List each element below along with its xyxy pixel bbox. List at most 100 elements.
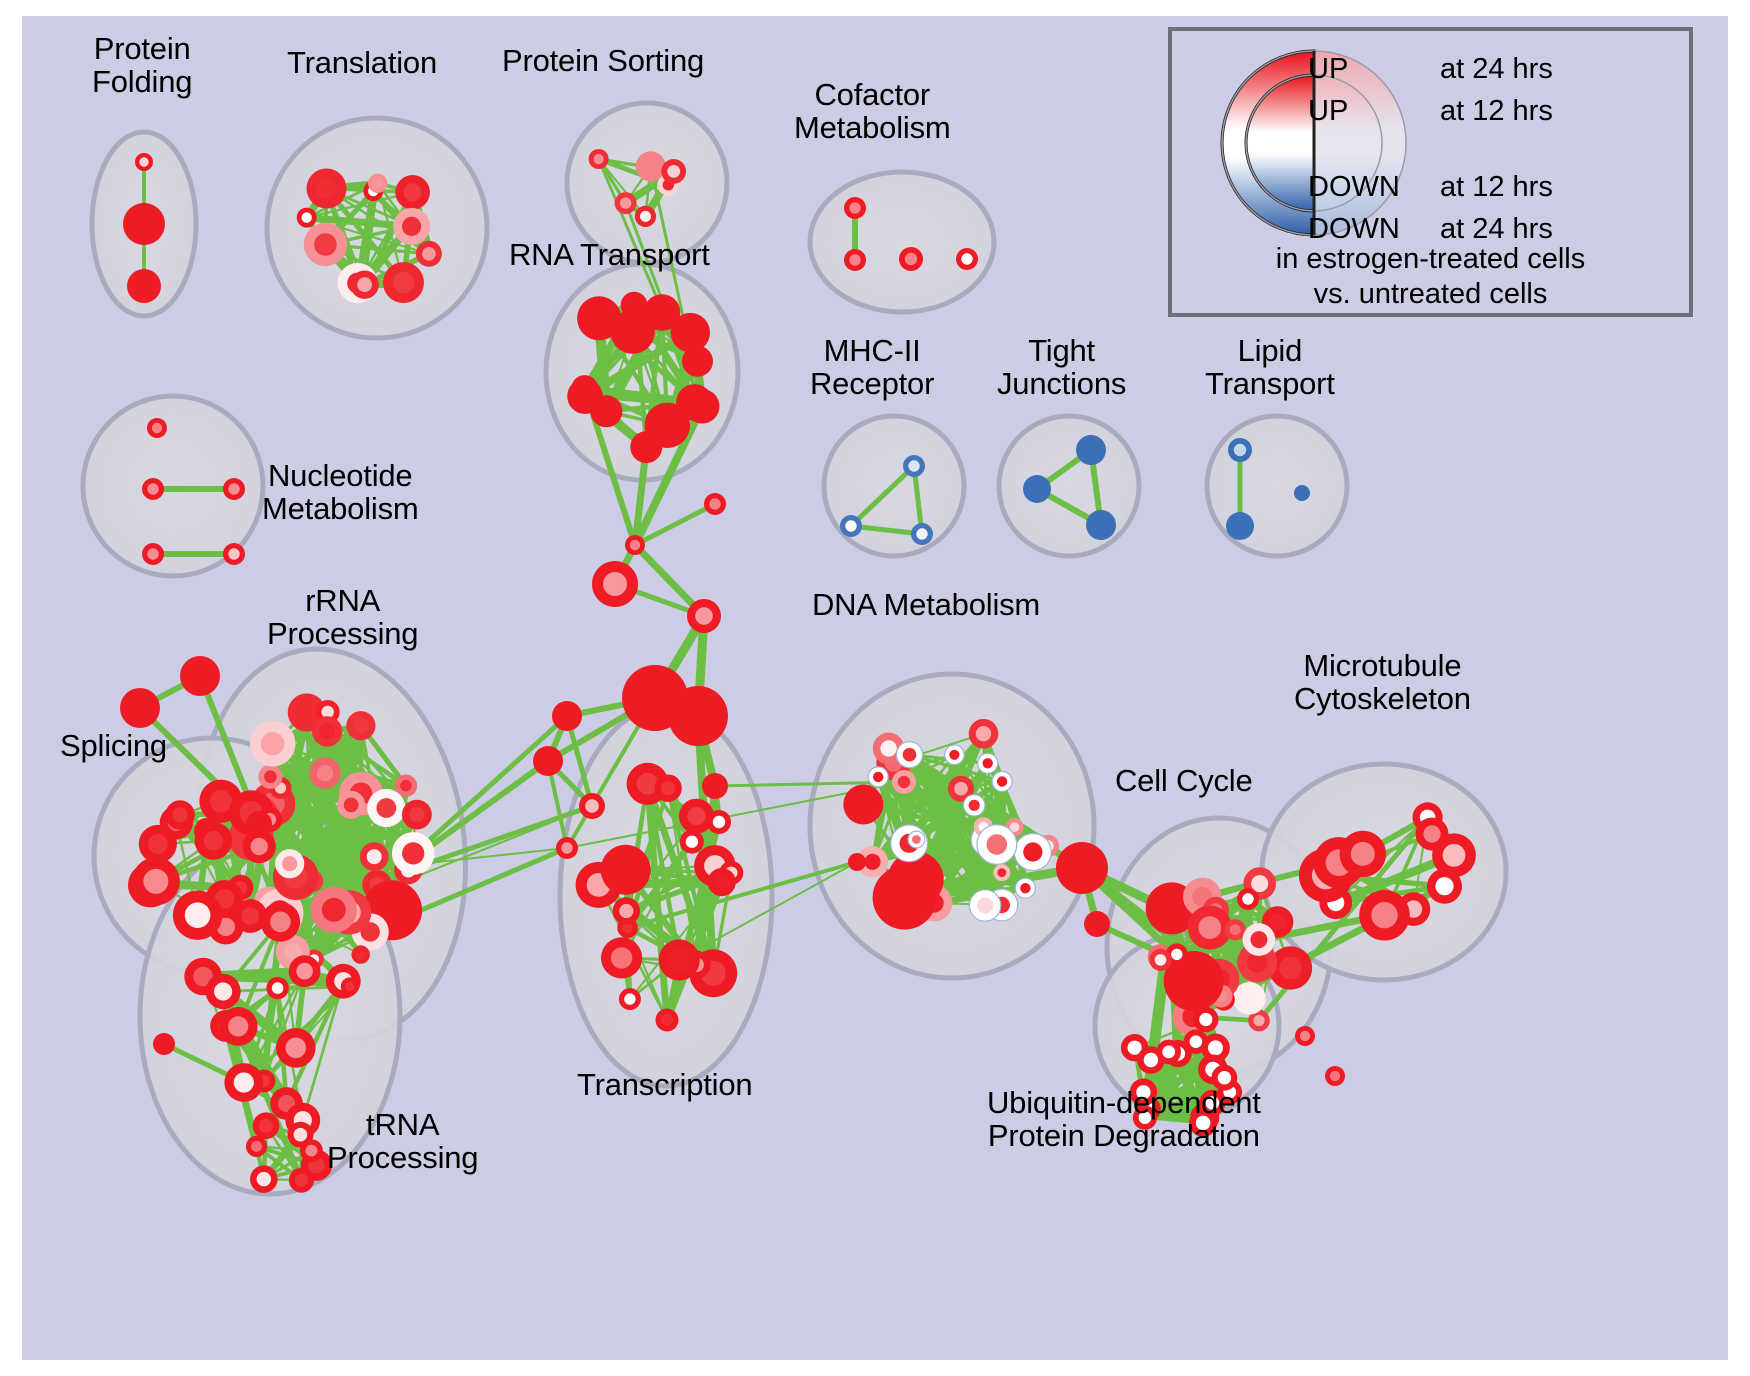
network-node[interactable] xyxy=(351,945,370,964)
network-node[interactable] xyxy=(867,766,889,788)
network-node[interactable] xyxy=(359,842,389,872)
network-node[interactable] xyxy=(300,1139,323,1162)
network-node[interactable] xyxy=(630,431,663,464)
network-node[interactable] xyxy=(1211,1064,1238,1091)
network-node[interactable] xyxy=(135,153,153,171)
network-node[interactable] xyxy=(1201,1033,1230,1063)
network-node[interactable] xyxy=(600,844,651,895)
network-node[interactable] xyxy=(956,248,978,270)
network-node[interactable] xyxy=(194,821,233,860)
network-node[interactable] xyxy=(968,718,999,749)
network-node[interactable] xyxy=(1237,888,1259,910)
network-node[interactable] xyxy=(266,976,289,1000)
network-node[interactable] xyxy=(1076,435,1106,465)
network-node[interactable] xyxy=(844,197,866,219)
network-node[interactable] xyxy=(976,823,1018,865)
network-node[interactable] xyxy=(1224,919,1246,941)
network-node[interactable] xyxy=(687,599,721,633)
network-node[interactable] xyxy=(288,1167,314,1193)
network-node[interactable] xyxy=(249,720,296,767)
network-node[interactable] xyxy=(394,774,418,797)
network-node[interactable] xyxy=(142,543,164,565)
network-node[interactable] xyxy=(634,205,657,227)
network-node[interactable] xyxy=(395,175,430,210)
network-node[interactable] xyxy=(556,837,578,859)
network-node[interactable] xyxy=(218,1007,258,1046)
network-node[interactable] xyxy=(1193,1006,1219,1033)
network-node[interactable] xyxy=(1268,946,1313,990)
network-node[interactable] xyxy=(245,1135,268,1157)
network-node[interactable] xyxy=(679,798,714,834)
network-node[interactable] xyxy=(571,375,599,402)
network-node[interactable] xyxy=(993,864,1011,882)
network-node[interactable] xyxy=(1242,923,1276,956)
network-node[interactable] xyxy=(260,902,301,942)
network-node[interactable] xyxy=(552,701,582,731)
network-node[interactable] xyxy=(895,741,924,769)
network-node[interactable] xyxy=(907,830,926,849)
network-node[interactable] xyxy=(655,1008,679,1032)
network-node[interactable] xyxy=(944,744,965,766)
network-node[interactable] xyxy=(120,688,160,728)
network-node[interactable] xyxy=(643,294,681,331)
network-node[interactable] xyxy=(1149,948,1172,972)
network-node[interactable] xyxy=(892,770,916,794)
network-node[interactable] xyxy=(977,752,999,774)
network-node[interactable] xyxy=(682,345,713,377)
network-node[interactable] xyxy=(635,151,666,182)
network-node[interactable] xyxy=(661,159,687,184)
network-node[interactable] xyxy=(223,543,245,565)
network-node[interactable] xyxy=(911,523,933,545)
network-node[interactable] xyxy=(1013,832,1052,872)
network-node[interactable] xyxy=(670,312,710,353)
network-node[interactable] xyxy=(592,561,638,607)
network-node[interactable] xyxy=(402,799,432,830)
network-node[interactable] xyxy=(1248,1009,1270,1032)
network-node[interactable] xyxy=(601,937,643,979)
network-node[interactable] xyxy=(887,851,944,908)
network-node[interactable] xyxy=(276,1028,316,1068)
network-node[interactable] xyxy=(856,846,889,878)
network-node[interactable] xyxy=(180,656,220,696)
network-node[interactable] xyxy=(123,203,165,245)
network-node[interactable] xyxy=(1132,1105,1157,1130)
network-node[interactable] xyxy=(246,811,272,837)
network-node[interactable] xyxy=(340,977,359,996)
network-node[interactable] xyxy=(1325,1066,1345,1086)
network-node[interactable] xyxy=(224,1063,264,1102)
network-node[interactable] xyxy=(1084,911,1110,937)
network-node[interactable] xyxy=(899,247,923,271)
network-node[interactable] xyxy=(903,455,925,477)
network-node[interactable] xyxy=(131,857,180,906)
network-node[interactable] xyxy=(1056,842,1108,894)
network-node[interactable] xyxy=(1228,438,1252,462)
network-node[interactable] xyxy=(702,773,728,799)
network-node[interactable] xyxy=(1226,512,1254,540)
network-node[interactable] xyxy=(242,829,276,864)
network-node[interactable] xyxy=(968,889,1002,922)
network-node[interactable] xyxy=(172,890,223,940)
network-node[interactable] xyxy=(1427,868,1462,904)
network-node[interactable] xyxy=(707,810,731,834)
network-node[interactable] xyxy=(312,716,343,747)
network-node[interactable] xyxy=(1189,1108,1218,1137)
network-node[interactable] xyxy=(654,774,682,802)
network-node[interactable] xyxy=(250,1165,278,1193)
network-node[interactable] xyxy=(668,686,728,746)
network-node[interactable] xyxy=(1129,1078,1158,1107)
network-node[interactable] xyxy=(142,478,164,500)
network-node[interactable] xyxy=(415,240,442,267)
network-node[interactable] xyxy=(252,1112,280,1139)
network-node[interactable] xyxy=(1295,1026,1315,1046)
network-node[interactable] xyxy=(258,764,283,789)
network-node[interactable] xyxy=(288,955,321,988)
network-node[interactable] xyxy=(367,788,406,828)
network-node[interactable] xyxy=(1432,833,1476,878)
network-node[interactable] xyxy=(843,784,884,825)
network-node[interactable] xyxy=(840,515,862,537)
network-node[interactable] xyxy=(533,746,563,776)
network-node[interactable] xyxy=(991,770,1013,793)
network-node[interactable] xyxy=(306,168,347,209)
network-node[interactable] xyxy=(165,800,195,830)
network-node[interactable] xyxy=(588,149,609,169)
